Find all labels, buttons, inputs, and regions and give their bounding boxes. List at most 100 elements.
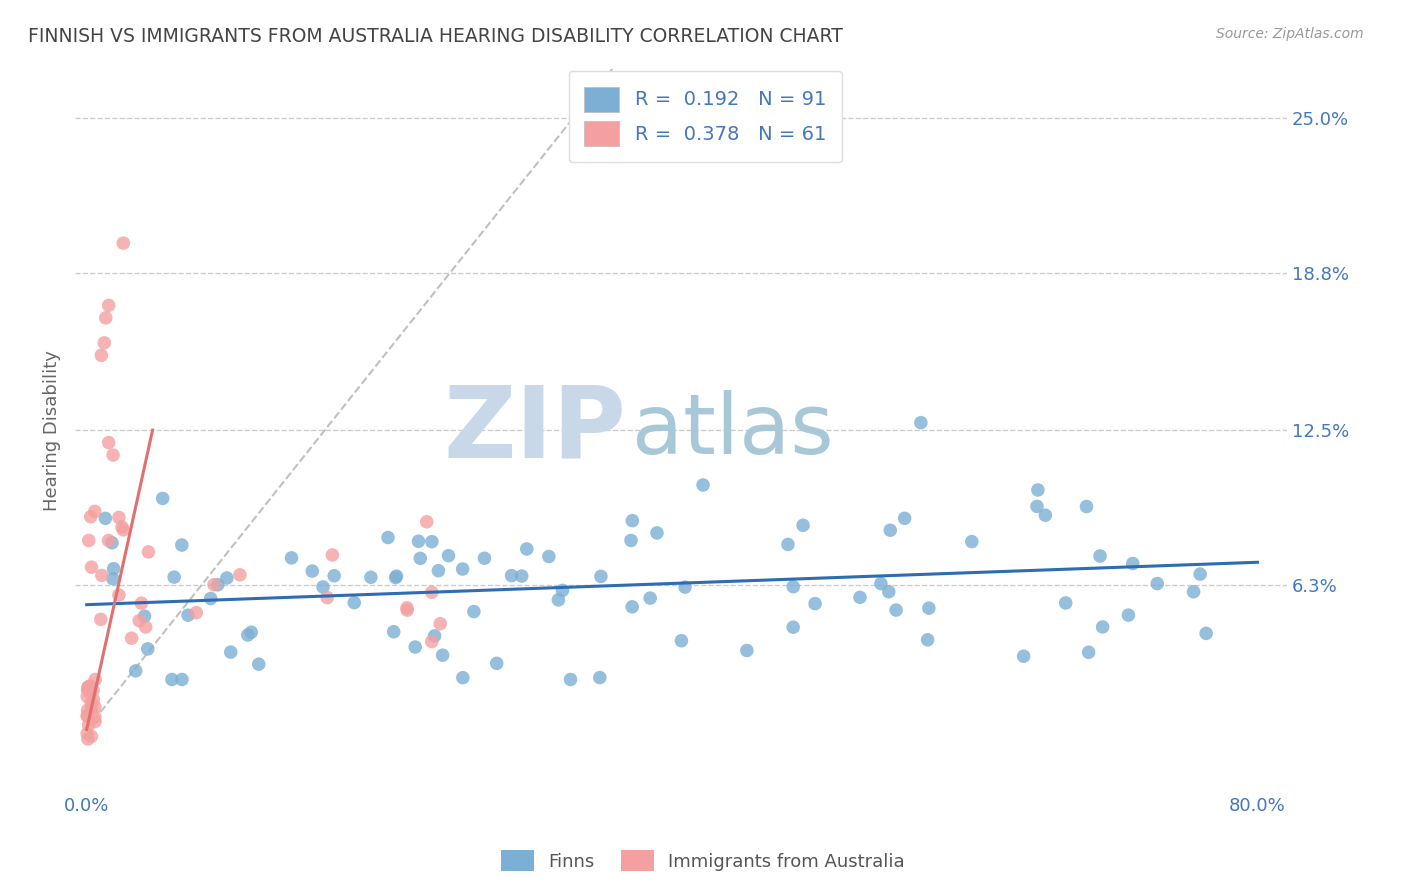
Point bbox=[170, 673, 193, 687]
Point bbox=[160, 673, 183, 687]
Point bbox=[135, 620, 157, 634]
Point bbox=[77, 533, 100, 548]
Point bbox=[97, 298, 120, 312]
Point bbox=[918, 601, 941, 615]
Point bbox=[1077, 645, 1099, 659]
Point bbox=[90, 348, 112, 362]
Point bbox=[80, 509, 103, 524]
Point bbox=[621, 599, 644, 614]
Point bbox=[77, 681, 100, 695]
Point bbox=[202, 577, 225, 591]
Point bbox=[247, 657, 270, 672]
Point bbox=[136, 641, 159, 656]
Point bbox=[83, 700, 105, 714]
Point bbox=[1118, 608, 1140, 623]
Point bbox=[849, 591, 872, 605]
Point bbox=[638, 591, 661, 606]
Point bbox=[735, 643, 758, 657]
Point bbox=[152, 491, 174, 506]
Point bbox=[229, 567, 252, 582]
Point bbox=[1033, 508, 1056, 523]
Point bbox=[83, 504, 105, 518]
Point bbox=[76, 703, 98, 717]
Point bbox=[437, 549, 460, 563]
Point bbox=[97, 435, 120, 450]
Point bbox=[877, 584, 900, 599]
Point bbox=[131, 596, 153, 610]
Point bbox=[870, 576, 893, 591]
Point bbox=[84, 714, 107, 729]
Point bbox=[125, 664, 148, 678]
Point bbox=[138, 545, 160, 559]
Point bbox=[76, 690, 98, 704]
Point bbox=[360, 570, 382, 584]
Point bbox=[93, 335, 115, 350]
Point bbox=[108, 510, 131, 524]
Point bbox=[77, 731, 100, 746]
Point bbox=[170, 538, 193, 552]
Point bbox=[76, 709, 98, 723]
Point bbox=[177, 608, 200, 623]
Point bbox=[1091, 620, 1114, 634]
Point bbox=[121, 631, 143, 645]
Point bbox=[893, 511, 915, 525]
Point bbox=[163, 570, 186, 584]
Point bbox=[97, 533, 120, 548]
Point bbox=[589, 569, 612, 583]
Point bbox=[77, 718, 100, 732]
Point bbox=[76, 682, 98, 697]
Point bbox=[111, 520, 134, 534]
Point bbox=[84, 673, 107, 687]
Point bbox=[879, 523, 901, 537]
Point bbox=[432, 648, 454, 663]
Point bbox=[240, 625, 263, 640]
Point bbox=[776, 537, 799, 551]
Point bbox=[200, 591, 222, 606]
Point bbox=[79, 679, 101, 693]
Point bbox=[409, 551, 432, 566]
Point bbox=[112, 236, 135, 251]
Point bbox=[621, 514, 644, 528]
Point bbox=[80, 696, 103, 710]
Point bbox=[429, 616, 451, 631]
Text: Source: ZipAtlas.com: Source: ZipAtlas.com bbox=[1216, 27, 1364, 41]
Point bbox=[112, 523, 135, 537]
Point bbox=[219, 645, 242, 659]
Point bbox=[1182, 584, 1205, 599]
Point bbox=[108, 588, 131, 602]
Point bbox=[80, 686, 103, 700]
Point bbox=[385, 569, 408, 583]
Point bbox=[312, 580, 335, 594]
Point bbox=[474, 551, 496, 566]
Point bbox=[1026, 500, 1049, 514]
Point bbox=[1026, 483, 1049, 497]
Point bbox=[343, 596, 366, 610]
Point bbox=[420, 634, 443, 648]
Point bbox=[451, 671, 474, 685]
Point bbox=[782, 580, 804, 594]
Point bbox=[408, 534, 430, 549]
Point bbox=[82, 692, 104, 706]
Point bbox=[280, 550, 302, 565]
Point bbox=[316, 591, 339, 605]
Point bbox=[620, 533, 643, 548]
Point bbox=[547, 592, 569, 607]
Point bbox=[427, 564, 450, 578]
Point bbox=[101, 535, 124, 549]
Point bbox=[1122, 557, 1144, 571]
Point bbox=[420, 585, 443, 599]
Point bbox=[396, 603, 419, 617]
Point bbox=[377, 531, 399, 545]
Point bbox=[382, 624, 405, 639]
Point bbox=[692, 478, 714, 492]
Point bbox=[884, 603, 907, 617]
Point bbox=[76, 682, 98, 697]
Point bbox=[77, 680, 100, 694]
Point bbox=[451, 562, 474, 576]
Text: FINNISH VS IMMIGRANTS FROM AUSTRALIA HEARING DISABILITY CORRELATION CHART: FINNISH VS IMMIGRANTS FROM AUSTRALIA HEA… bbox=[28, 27, 844, 45]
Point bbox=[416, 515, 439, 529]
Point bbox=[101, 572, 124, 586]
Point bbox=[90, 568, 112, 582]
Point bbox=[103, 562, 125, 576]
Point bbox=[404, 640, 426, 654]
